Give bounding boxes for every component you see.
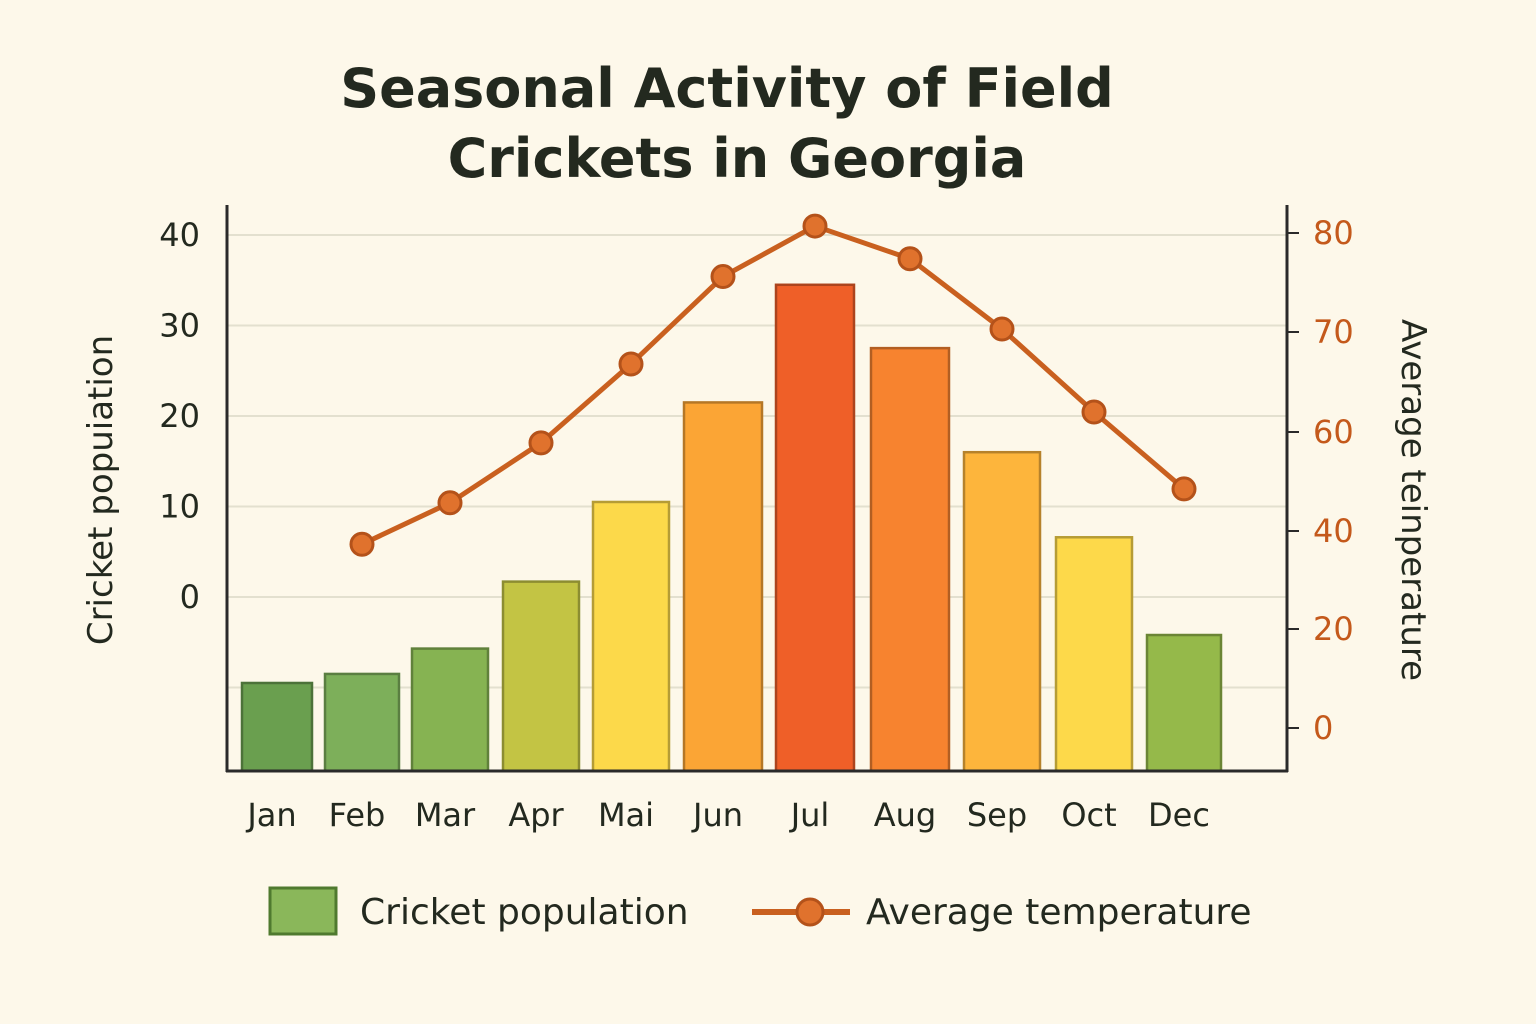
right-tick-label: 40: [1313, 512, 1354, 550]
right-axis-label: Average teinperature: [1393, 319, 1433, 681]
x-tick-label: Dec: [1148, 796, 1210, 834]
left-tick-label: 20: [159, 397, 200, 435]
legend-swatch-bar: [268, 886, 338, 936]
temperature-line: [349, 213, 1197, 557]
temperature-point-mai: [618, 351, 644, 377]
temperature-point-jun: [710, 264, 736, 290]
right-tick-label: 70: [1313, 313, 1354, 351]
right-tick-label: 80: [1313, 214, 1354, 252]
chart-title-line-2: Crickets in Georgia: [448, 127, 1027, 190]
right-ticks: 80 70 60 40 20 0: [1287, 214, 1354, 747]
x-tick-label: Mar: [415, 796, 476, 834]
right-tick-label: 0: [1313, 709, 1333, 747]
left-tick-label: 30: [159, 307, 200, 345]
chart-title-line-1: Seasonal Activity of Field: [340, 57, 1114, 120]
left-tick-label: 40: [159, 216, 200, 254]
temperature-point-dec: [1171, 476, 1197, 502]
bars: [240, 283, 1223, 773]
bar-sep: [962, 450, 1042, 773]
x-tick-label: Jul: [789, 796, 830, 834]
x-tick-label: Mai: [598, 796, 654, 834]
temperature-point-feb: [349, 531, 375, 557]
temperature-point-jul: [802, 213, 828, 239]
x-tick-label: Aug: [874, 796, 936, 834]
left-tick-label: 0: [180, 578, 200, 616]
right-tick-label: 60: [1313, 413, 1354, 451]
left-axis-label: Cricket popuiation: [81, 335, 121, 645]
bar-jun: [682, 401, 764, 773]
bar-oct: [1054, 536, 1134, 773]
bar-dec: [1145, 633, 1223, 773]
x-tick-label: Feb: [329, 796, 386, 834]
bar-mai: [591, 500, 671, 773]
x-tick-label: Jan: [245, 796, 296, 834]
bar-apr: [501, 580, 581, 773]
temperature-point-oct: [1081, 399, 1107, 425]
temperature-point-aug: [897, 246, 923, 272]
left-ticks: 40 30 20 10 0: [159, 216, 200, 616]
bar-mar: [410, 647, 490, 773]
temperature-point-sep: [989, 316, 1015, 342]
bar-jul: [774, 283, 856, 773]
x-tick-labels: Jan Feb Mar Apr Mai Jun Jul Aug Sep Oct Dec: [245, 796, 1210, 834]
x-tick-label: Sep: [967, 796, 1027, 834]
bar-jan: [240, 681, 314, 773]
temperature-line-path: [360, 223, 1186, 547]
bar-feb: [323, 672, 401, 773]
legend: Cricket population Average temperature: [268, 886, 1252, 936]
right-tick-label: 20: [1313, 610, 1354, 648]
x-tick-label: Jun: [691, 796, 743, 834]
legend-swatch-marker: [795, 897, 825, 927]
legend-label-population: Cricket population: [360, 892, 689, 933]
temperature-point-apr: [528, 430, 554, 456]
x-tick-label: Oct: [1061, 796, 1116, 834]
left-tick-label: 10: [159, 488, 200, 526]
bar-aug: [869, 346, 951, 773]
x-tick-label: Apr: [508, 796, 564, 834]
temperature-point-mar: [437, 490, 463, 516]
legend-label-temperature: Average temperature: [866, 892, 1252, 933]
